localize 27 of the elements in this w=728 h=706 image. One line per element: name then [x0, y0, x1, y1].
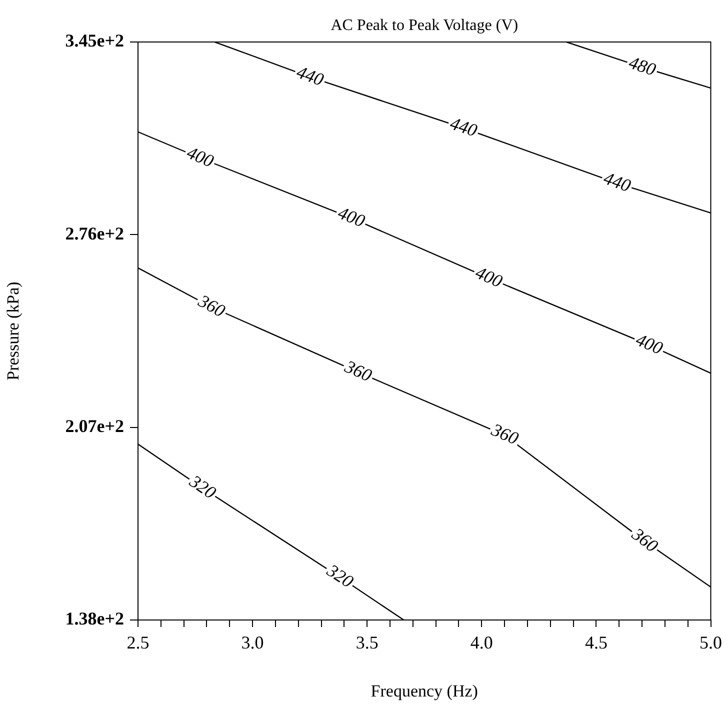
annotation: 440 — [294, 62, 326, 90]
y-tick-label: 3.45e+2 — [65, 30, 124, 51]
y-tick-label: 2.07e+2 — [65, 416, 124, 436]
chart-title: AC Peak to Peak Voltage (V) — [330, 17, 518, 34]
annotation: 440 — [448, 113, 480, 141]
annotation: 320 — [322, 560, 358, 592]
annotation: 400 — [335, 202, 368, 232]
annotation: 440 — [601, 168, 634, 196]
annotation: 480 — [626, 52, 658, 80]
annotation: 400 — [472, 262, 506, 292]
x-tick-label: 4.5 — [584, 632, 608, 653]
y-axis-title: Pressure (kPa) — [4, 282, 23, 380]
x-tick-label: 3.5 — [356, 632, 378, 653]
annotation: 360 — [194, 290, 229, 322]
annotation: 400 — [633, 329, 666, 358]
x-tick-label: 3.0 — [241, 632, 264, 653]
annotation: 360 — [341, 356, 375, 386]
x-tick-label: 2.5 — [126, 632, 150, 653]
y-tick-label: 1.38e+2 — [65, 608, 124, 629]
annotation: 400 — [184, 142, 217, 172]
x-axis-title: Frequency (Hz) — [370, 681, 478, 700]
x-tick-label: 5.0 — [700, 632, 722, 653]
annotation: 360 — [488, 419, 522, 449]
annotation: 360 — [627, 523, 662, 556]
y-tick-label: 2.76e+2 — [65, 223, 124, 244]
annotation: 320 — [185, 470, 220, 503]
x-tick-label: 4.0 — [470, 632, 493, 653]
